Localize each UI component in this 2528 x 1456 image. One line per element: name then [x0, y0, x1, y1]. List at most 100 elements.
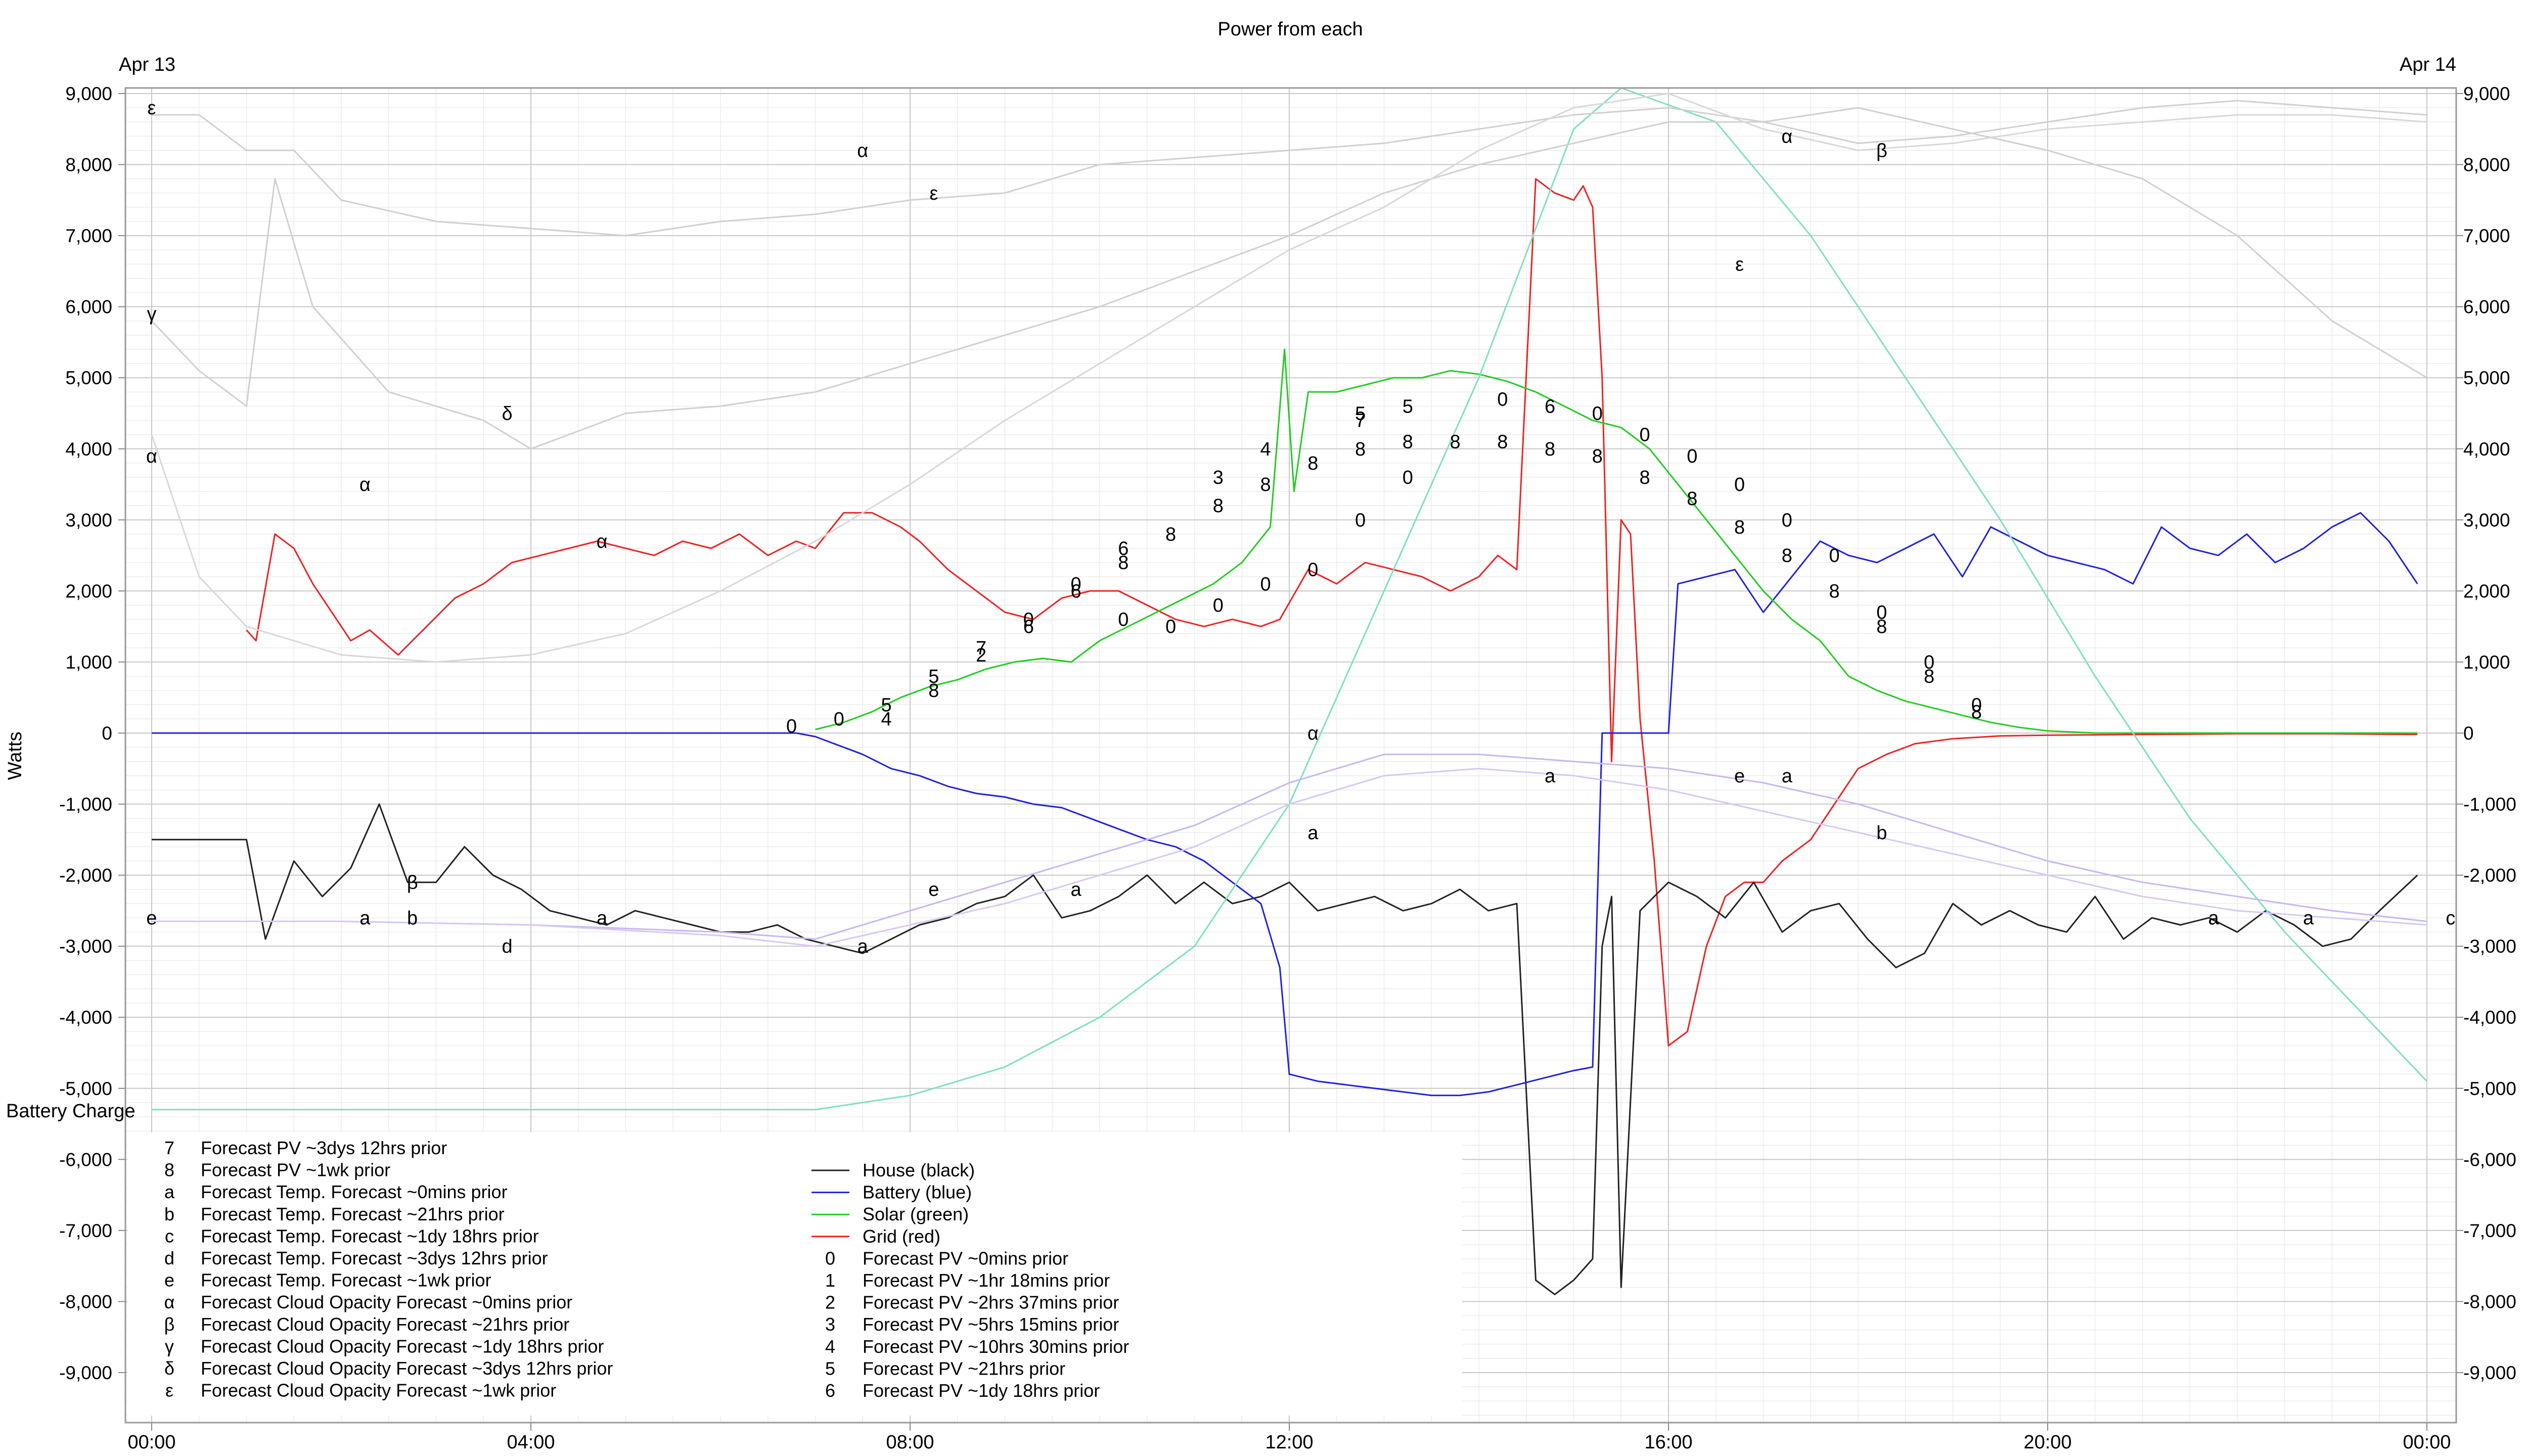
legend-entry: Forecast Cloud Opacity Forecast ~0mins p…: [201, 1292, 572, 1312]
legend: 7 Forecast PV ~3dys 12hrs prior 8 Forecast …: [127, 1132, 1462, 1416]
battery-charge-label: Battery Charge: [6, 1101, 136, 1122]
legend-marker: d: [164, 1248, 174, 1268]
plot-frame: [124, 87, 2457, 1424]
y-tick-label-left: 2,000: [65, 581, 112, 602]
legend-marker: 6: [825, 1380, 835, 1401]
y-tick-label-right: 7,000: [2463, 225, 2510, 246]
legend-entry: Forecast PV ~2hrs 37mins prior: [863, 1292, 1119, 1313]
legend-entry: Forecast PV ~21hrs prior: [863, 1358, 1065, 1379]
forecast-marker: 8: [1924, 666, 1934, 688]
y-tick-label-left: 5,000: [65, 368, 112, 388]
y-tick-label-right: 3,000: [2463, 510, 2510, 530]
y-tick-label-left: -3,000: [59, 936, 112, 957]
forecast-marker: 7: [1355, 411, 1366, 432]
series-line: [151, 93, 2427, 663]
legend-marker: 1: [825, 1270, 835, 1291]
y-tick-label-right: 2,000: [2463, 581, 2510, 602]
forecast-marker: 0: [1307, 560, 1318, 581]
y-tick-label-left: 8,000: [65, 155, 112, 175]
legend-entry: Grid (red): [863, 1226, 940, 1247]
legend-entry: Solar (green): [863, 1204, 969, 1224]
y-tick-label-left: -4,000: [59, 1007, 112, 1028]
y-tick-label-left: 9,000: [65, 83, 112, 104]
forecast-marker: α: [146, 446, 157, 467]
series-line: [152, 767, 2427, 947]
y-tick-label-right: 9,000: [2463, 83, 2510, 104]
forecast-marker: 8: [1545, 439, 1555, 460]
x-tick-label: 16:00: [1644, 1432, 1692, 1453]
legend-marker: e: [164, 1270, 174, 1291]
forecast-marker: α: [359, 474, 371, 495]
y-tick-label-left: -1,000: [59, 794, 112, 815]
forecast-marker: 3: [1213, 467, 1224, 488]
forecast-marker: 0: [1782, 510, 1792, 531]
series-line: [152, 512, 2418, 1097]
legend-marker: 0: [825, 1248, 835, 1268]
forecast-marker: 0: [1497, 389, 1508, 410]
forecast-marker: 0: [1924, 652, 1934, 673]
forecast-marker: 0: [1118, 609, 1128, 630]
forecast-marker: 0: [834, 709, 844, 730]
forecast-marker: 8: [1971, 702, 1982, 723]
forecast-marker: 0: [1829, 545, 1840, 567]
x-tick-label: 20:00: [2023, 1432, 2071, 1453]
forecast-marker: 6: [1545, 396, 1555, 417]
forecast-marker: 6: [1071, 581, 1081, 602]
y-tick-label-right: 0: [2463, 723, 2474, 744]
y-tick-label-left: -5,000: [59, 1078, 112, 1099]
legend-background: [127, 1132, 1462, 1416]
forecast-marker: 8: [928, 680, 939, 702]
forecast-marker: 5: [881, 695, 892, 716]
y-tick-label-right: -2,000: [2463, 865, 2516, 886]
legend-marker: c: [165, 1225, 174, 1246]
forecast-marker: a: [1071, 879, 1082, 900]
y-tick-label-right: -1,000: [2463, 794, 2516, 815]
forecast-marker: 7: [976, 638, 986, 659]
forecast-marker: 0: [1640, 425, 1650, 446]
forecast-marker: α: [597, 531, 608, 553]
forecast-marker: 6: [1023, 616, 1034, 638]
forecast-marker: 0: [1876, 602, 1887, 623]
x-tick-label: 08:00: [886, 1432, 934, 1453]
forecast-marker: 8: [1307, 453, 1318, 474]
y-tick-label-right: -9,000: [2463, 1362, 2516, 1383]
legend-entry: Forecast Temp. Forecast ~0mins prior: [201, 1181, 508, 1202]
legend-marker: 7: [164, 1138, 174, 1158]
forecast-marker: 8: [1403, 432, 1413, 453]
forecast-marker: a: [1307, 823, 1319, 844]
x-tick-label: 12:00: [1265, 1432, 1313, 1453]
y-tick-label-right: -4,000: [2463, 1007, 2516, 1028]
forecast-marker: 0: [786, 716, 797, 737]
x-tick-label: 00:00: [127, 1432, 175, 1453]
legend-marker: 8: [164, 1160, 174, 1180]
series-line: [151, 107, 2427, 450]
forecast-marker: α: [857, 140, 868, 161]
y-tick-label-right: 1,000: [2463, 652, 2510, 672]
legend-marker: α: [164, 1292, 175, 1312]
legend-marker: 4: [825, 1336, 835, 1357]
legend-entry: Forecast Temp. Forecast ~1wk prior: [201, 1270, 491, 1291]
forecast-marker: e: [1734, 765, 1745, 787]
forecast-marker: γ: [147, 304, 157, 325]
y-tick-label-left: 0: [102, 723, 112, 744]
legend-entry: Forecast PV ~5hrs 15mins prior: [863, 1314, 1119, 1335]
forecast-marker: 8: [1782, 545, 1792, 567]
y-tick-label-right: -3,000: [2463, 936, 2516, 957]
forecast-marker: α: [1781, 126, 1792, 147]
y-axis-label-left: Watts: [5, 732, 26, 780]
series-line: [152, 87, 2428, 1111]
forecast-marker: d: [502, 936, 513, 958]
forecast-marker: a: [857, 936, 869, 958]
forecast-marker: 0: [1071, 574, 1081, 595]
forecast-marker: ε: [1735, 254, 1744, 275]
forecast-marker: 0: [1260, 574, 1271, 595]
legend-entry: Forecast Temp. Forecast ~3dys 12hrs prio…: [201, 1248, 548, 1268]
forecast-marker: 8: [1592, 446, 1603, 467]
series-line: [152, 100, 2427, 237]
forecast-marker: 5: [928, 666, 939, 688]
forecast-marker: 0: [1355, 510, 1366, 531]
legend-entry: Forecast Temp. Forecast ~1dy 18hrs prior: [201, 1225, 539, 1246]
legend-entry: Forecast Cloud Opacity Forecast ~1wk pri…: [201, 1380, 556, 1401]
legend-entry: Forecast Cloud Opacity Forecast ~21hrs p…: [201, 1314, 569, 1335]
